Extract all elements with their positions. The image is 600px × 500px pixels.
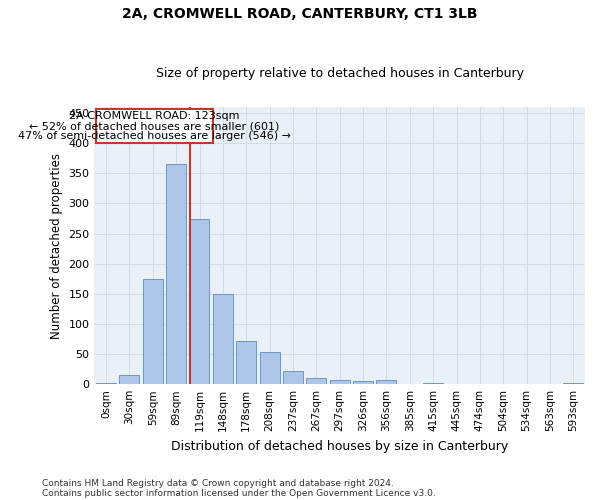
- Text: Contains public sector information licensed under the Open Government Licence v3: Contains public sector information licen…: [42, 488, 436, 498]
- Title: Size of property relative to detached houses in Canterbury: Size of property relative to detached ho…: [155, 66, 524, 80]
- Bar: [353, 380, 373, 384]
- Bar: [96, 383, 116, 384]
- Bar: [166, 164, 186, 384]
- Bar: [119, 375, 139, 384]
- X-axis label: Distribution of detached houses by size in Canterbury: Distribution of detached houses by size …: [171, 440, 508, 452]
- FancyBboxPatch shape: [96, 109, 213, 143]
- Bar: [190, 218, 209, 384]
- Bar: [213, 294, 233, 384]
- Bar: [423, 383, 443, 384]
- Bar: [376, 380, 397, 384]
- Bar: [563, 383, 583, 384]
- Text: Contains HM Land Registry data © Crown copyright and database right 2024.: Contains HM Land Registry data © Crown c…: [42, 478, 394, 488]
- Bar: [283, 371, 303, 384]
- Text: 2A CROMWELL ROAD: 123sqm: 2A CROMWELL ROAD: 123sqm: [70, 112, 240, 122]
- Text: 2A, CROMWELL ROAD, CANTERBURY, CT1 3LB: 2A, CROMWELL ROAD, CANTERBURY, CT1 3LB: [122, 8, 478, 22]
- Bar: [330, 380, 350, 384]
- Bar: [307, 378, 326, 384]
- Y-axis label: Number of detached properties: Number of detached properties: [50, 152, 63, 338]
- Bar: [260, 352, 280, 384]
- Bar: [236, 341, 256, 384]
- Text: ← 52% of detached houses are smaller (601): ← 52% of detached houses are smaller (60…: [29, 121, 280, 131]
- Bar: [143, 279, 163, 384]
- Text: 47% of semi-detached houses are larger (546) →: 47% of semi-detached houses are larger (…: [18, 131, 291, 141]
